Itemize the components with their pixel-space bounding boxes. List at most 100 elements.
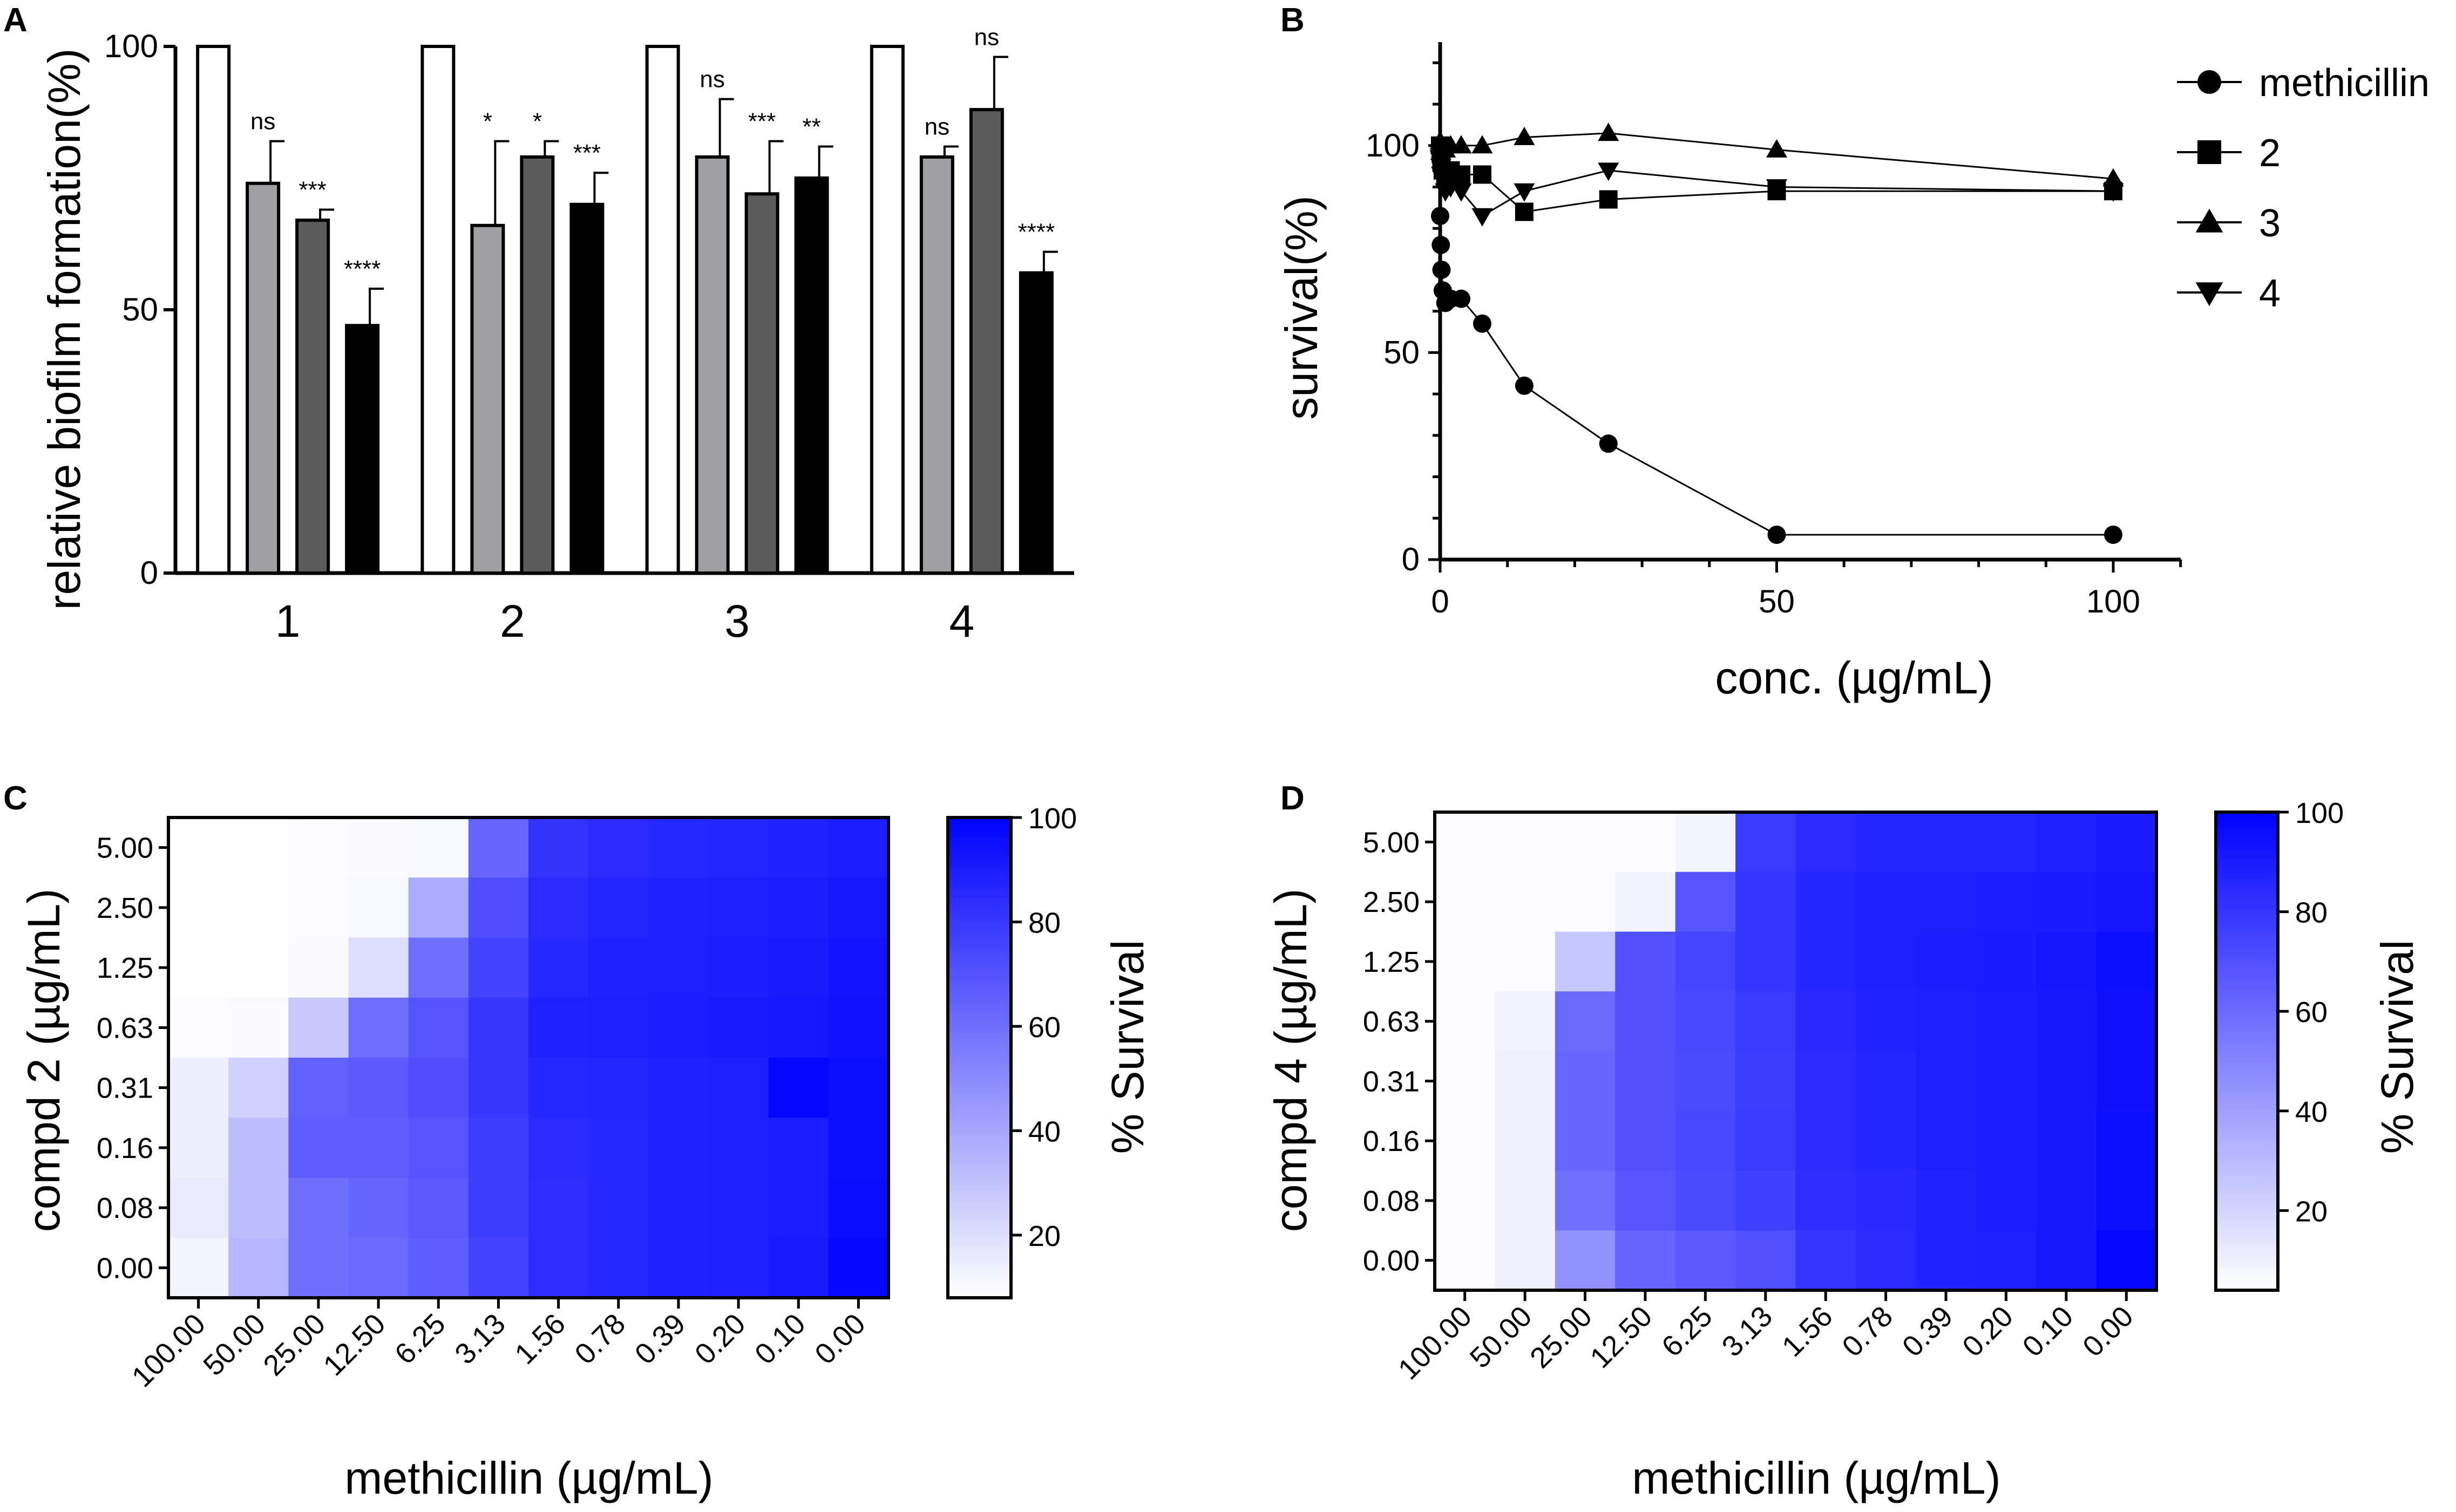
panel-d-heatmap-cell — [2036, 1051, 2097, 1112]
panel-c-heatmap-cell — [468, 937, 529, 998]
panel-c-heatmap-cell — [408, 997, 469, 1058]
panel-c-heatmap-cell — [768, 877, 829, 938]
panel-b-data-point — [1515, 202, 1534, 221]
panel-c-heatmap-cell — [528, 1118, 589, 1179]
panel-c-heatmap-cell — [288, 1058, 349, 1118]
panel-c-heatmap-cell — [708, 1177, 769, 1238]
panel-b-data-point — [1766, 139, 1788, 158]
panel-d-y-tick-label: 0.31 — [1363, 1065, 1420, 1098]
panel-a-significance-label: *** — [748, 108, 776, 135]
panel-b-data-point — [1767, 525, 1786, 544]
panel-a-y-tick-label: 0 — [140, 555, 158, 591]
panel-d-heatmap-cell — [1495, 1170, 1556, 1231]
panel-c-heatmap-cell — [708, 818, 769, 878]
panel-b-xlabel: conc. (µg/mL) — [1715, 652, 1993, 703]
panel-d-heatmap-cell — [1795, 931, 1856, 992]
panel-b-data-point — [1599, 434, 1618, 453]
panel-c-y-tick-label: 0.63 — [97, 1012, 153, 1044]
panel-b-legend-label: 4 — [2259, 272, 2281, 315]
panel-c-heatmap-cell — [468, 1058, 529, 1118]
panel-c-heatmap-cell — [528, 1058, 589, 1118]
panel-c-colorbar-tick-label: 40 — [1028, 1115, 1061, 1148]
panel-d-colorbar-tick-label: 60 — [2295, 996, 2328, 1029]
panel-d-heatmap-cell — [2036, 871, 2097, 932]
panel-c-heatmap-cell — [408, 877, 469, 938]
panel-c-heatmap-cell — [348, 997, 409, 1058]
panel-a-bar — [870, 45, 905, 575]
panel-c-heatmap-cell — [348, 1118, 409, 1179]
panel-b-data-point — [1514, 183, 1535, 202]
panel-d-heatmap-cell — [1615, 1230, 1676, 1291]
panel-c-heatmap-cell — [408, 818, 469, 878]
panel-c-x-tick-label: 0.39 — [629, 1307, 692, 1371]
panel-c-heatmap-cell — [648, 1237, 709, 1298]
panel-d-y-tick-label: 0.08 — [1363, 1185, 1420, 1217]
panel-a-category-label: 2 — [500, 596, 525, 646]
panel-c-x-tick-label: 50.00 — [197, 1307, 272, 1382]
panel-d-heatmap-cell — [1495, 1051, 1556, 1112]
panel-d-y-tick-label: 0.16 — [1363, 1125, 1420, 1157]
panel-c-heatmap-cell — [648, 818, 709, 878]
panel-b-y-tick-label: 50 — [1383, 334, 1420, 370]
panel-b-legend-label: methicillin — [2259, 62, 2430, 105]
panel-d-heatmap-cell — [1675, 871, 1736, 932]
panel-c-heatmap-cell — [168, 1177, 229, 1238]
panel-c-heatmap-cell — [528, 877, 589, 938]
panel-c-x-tick-label: 0.10 — [749, 1307, 812, 1371]
panel-d-heatmap-cell — [1615, 812, 1676, 873]
panel-a-y-tick-label: 50 — [122, 291, 158, 328]
panel-d-heatmap-cell — [2096, 991, 2157, 1052]
panel-c-y-tick-label: 1.25 — [97, 952, 153, 984]
panel-letter-b: B — [1280, 2, 1305, 39]
panel-d-heatmap-cell — [1615, 871, 1676, 932]
panel-b-data-point — [1431, 235, 1450, 254]
panel-c-heatmap-cell — [528, 1177, 589, 1238]
panel-d-x-tick-label: 100.00 — [1392, 1300, 1478, 1386]
panel-c-heatmap-cell — [168, 1118, 229, 1179]
panel-d-heatmap-cell — [1495, 812, 1556, 873]
panel-d-y-tick-label: 0.63 — [1363, 1006, 1420, 1038]
panel-d-x-tick-label: 3.13 — [1716, 1300, 1779, 1363]
panel-c-heatmap-cell — [468, 1237, 529, 1298]
panel-d-heatmap-cell — [1795, 1111, 1856, 1172]
panel-d-heatmap-frame — [1433, 811, 2158, 1292]
panel-a-bar — [345, 324, 380, 575]
panel-c-x-tick-label: 0.20 — [689, 1307, 752, 1371]
panel-b-data-point — [1471, 208, 1493, 227]
panel-c-y-tick-label: 0.08 — [97, 1192, 153, 1224]
panel-c-heatmap-cell — [228, 1058, 289, 1118]
panel-c-colorbar — [946, 816, 1013, 1299]
panel-c-y-tick-label: 5.00 — [97, 832, 153, 864]
panel-c-x-tick-label: 0.00 — [809, 1307, 872, 1371]
panel-d-x-tick-label: 0.78 — [1836, 1300, 1899, 1363]
panel-d-x-tick-label: 0.00 — [2077, 1300, 2140, 1363]
panel-d-heatmap-cell — [1855, 1111, 1916, 1172]
panel-c-heatmap-cell — [288, 877, 349, 938]
panel-c-heatmap-cell — [648, 997, 709, 1058]
panel-d-x-tick-label: 50.00 — [1464, 1300, 1538, 1374]
panel-letter-a: A — [3, 2, 28, 39]
panel-c-heatmap-cell — [348, 877, 409, 938]
panel-c-x-tick-label: 0.78 — [568, 1307, 632, 1371]
panel-d-heatmap-cell — [1916, 1170, 1977, 1231]
panel-c-heatmap-cell — [588, 1237, 649, 1298]
panel-c-heatmap-cell — [408, 1177, 469, 1238]
panel-b-data-point — [2102, 183, 2124, 202]
panel-c-heatmap-cell — [588, 1118, 649, 1179]
panel-b-data-point — [1431, 207, 1449, 226]
panel-a-bar — [794, 176, 829, 575]
panel-b-data-point — [1452, 289, 1471, 308]
panel-b-x-tick-label: 50 — [1759, 583, 1795, 619]
panel-c-y-tick-label: 0.16 — [97, 1132, 153, 1164]
panel-d-heatmap-cell — [1555, 1111, 1616, 1172]
panel-b-legend-marker — [2197, 140, 2221, 164]
panel-b-data-point — [1432, 260, 1451, 279]
panel-c-heatmap-cell — [588, 1058, 649, 1118]
panel-b-legend-marker — [2195, 282, 2223, 307]
panel-d-heatmap-cell — [1855, 812, 1916, 873]
panel-a-bar — [295, 219, 330, 575]
panel-b-data-point — [1473, 314, 1491, 333]
panel-b-x-tick-label: 0 — [1431, 583, 1449, 619]
panel-c-heatmap-frame — [167, 816, 890, 1299]
panel-d-heatmap-cell — [1615, 931, 1676, 992]
